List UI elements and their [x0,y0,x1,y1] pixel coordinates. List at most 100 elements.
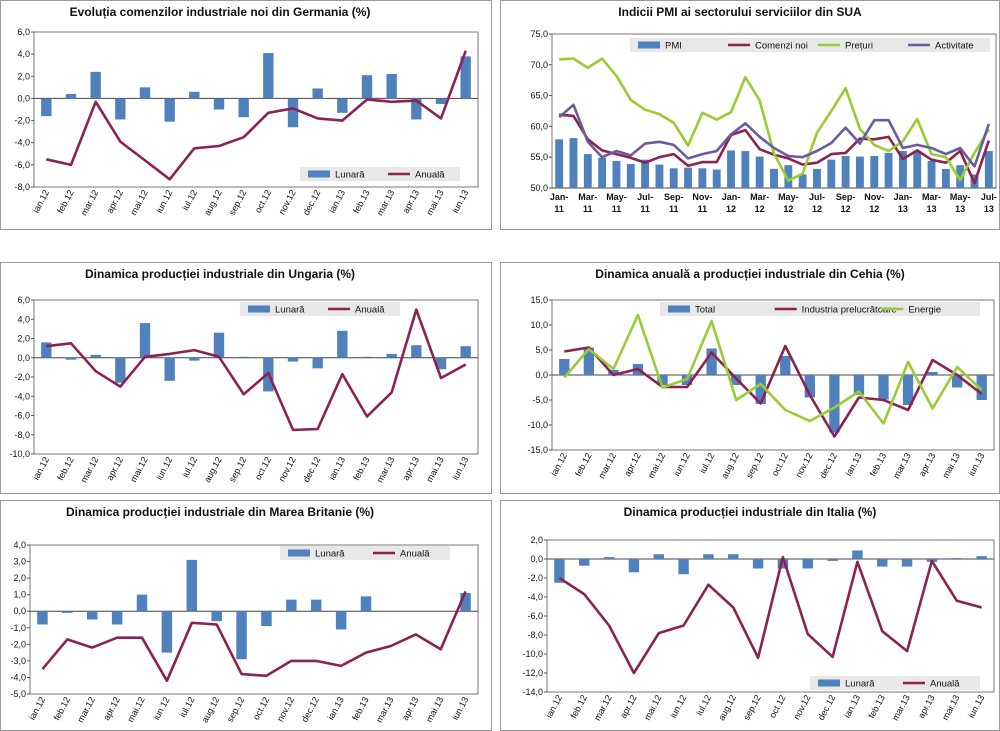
bar-hungary-7 [213,332,225,358]
chart-frame [0,262,492,494]
chart-title: Dinamica producției industriale din Ital… [624,505,877,519]
chart-panel-italy: Dinamica producției industriale din Ital… [500,500,1000,731]
legend-label: Industria prelucrătoare [802,304,897,315]
chart-title: Indicii PMI ai sectorului serviciilor di… [618,5,862,19]
legend-box [810,676,980,690]
bar-italy-16 [951,558,962,559]
bar-czech-14 [902,375,914,405]
y-tick-label: 0,0 [535,370,548,380]
bar-czech-9 [780,356,791,375]
bar-hungary-1 [65,357,77,360]
bar-germany-13 [361,75,373,99]
chart-panel-hungary: Dinamica producției industriale din Unga… [0,262,492,494]
y-tick-label: 50,0 [530,183,548,193]
line-uk-0 [41,590,467,683]
chart-panel-czech: Dinamica anuală a producției industriale… [500,262,1000,494]
x-tick-label: 13 [984,204,994,214]
bar-italy-0 [554,559,565,583]
bar-hungary-15 [411,345,422,358]
bar-usa-19 [827,159,836,188]
x-tick-label: 11 [554,204,564,214]
bar-usa-0 [555,139,564,188]
x-tick-label: Jul- [981,192,997,202]
y-tick-label: 1,0 [13,590,26,600]
legend-label: Anuală [400,548,430,559]
legend-box [630,38,990,52]
bar-usa-2 [583,154,592,188]
chart-svg: Evoluția comenzilor industriale noi din … [0,0,492,230]
bar-hungary-17 [460,346,471,358]
bar-usa-6 [641,159,650,188]
bar-usa-10 [698,168,707,188]
y-tick-label: -5,0 [532,395,548,405]
y-tick-label: 0,0 [13,606,26,616]
bar-hungary-13 [361,356,373,358]
y-tick-label: 75,0 [530,29,548,39]
bar-usa-20 [841,155,850,188]
line-germany-0 [46,50,467,181]
x-tick-label: 12 [783,204,793,214]
y-tick-label: 70,0 [530,60,548,70]
bar-italy-4 [653,554,664,559]
y-tick-label: -3,0 [10,656,26,666]
y-tick-label: 15,0 [530,295,548,305]
bar-germany-7 [213,98,225,110]
bar-germany-5 [164,98,175,122]
bar-germany-12 [337,98,348,113]
bar-usa-18 [813,168,821,188]
bar-uk-10 [286,599,297,612]
bar-usa-13 [741,151,750,188]
bar-usa-11 [712,169,721,188]
x-tick-label: Jul- [637,192,653,202]
bar-czech-0 [559,359,570,375]
bar-usa-27 [941,168,950,188]
legend-label: Lunară [845,678,875,689]
plot-area [33,31,479,188]
y-tick-label: 4,0 [17,314,30,324]
y-tick-label: -10,0 [9,449,30,459]
chart-title: Dinamica producției industriale din Unga… [85,267,355,281]
bar-usa-1 [569,138,578,188]
bar-usa-5 [626,163,635,188]
x-tick-label: 11 [640,204,650,214]
bar-hungary-0 [41,342,52,358]
y-tick-label: -8,0 [527,630,543,640]
bar-czech-6 [706,348,717,375]
chart-svg: Indicii PMI ai sectorului serviciilor di… [500,0,1000,230]
x-tick-label: Jan- [894,192,913,202]
y-tick-label: -15,0 [527,445,548,455]
legend-label: Anuală [930,678,960,689]
legend-swatch [638,41,660,49]
x-tick-label: Jul- [809,192,825,202]
y-tick-label: 10,0 [530,320,548,330]
chart-frame [500,500,1000,731]
bar-uk-3 [111,611,123,625]
y-tick-label: 0,0 [530,554,543,564]
y-tick-label: -2,0 [527,573,543,583]
bar-usa-28 [956,165,965,188]
y-tick-label: 2,0 [17,71,30,81]
bar-czech-12 [853,375,865,395]
chart-title: Evoluția comenzilor industriale noi din … [70,5,371,19]
y-tick-label: -6,0 [14,411,30,421]
x-tick-label: 13 [898,204,908,214]
bar-usa-7 [655,164,664,188]
bar-czech-11 [829,375,840,433]
x-tick-label: May- [950,192,971,202]
y-tick-label: -4,0 [10,672,26,682]
x-tick-label: 12 [812,204,822,214]
y-tick-label: -2,0 [14,372,30,382]
bar-germany-6 [189,91,200,99]
bar-usa-12 [727,150,735,188]
bar-czech-15 [927,372,938,375]
bar-germany-8 [238,98,249,118]
bar-italy-5 [678,559,689,575]
legend-label: Anuală [355,304,385,315]
y-tick-label: -8,0 [14,182,30,192]
legend-label: Total [695,304,715,315]
bar-usa-25 [913,151,922,188]
bar-uk-1 [62,611,73,613]
x-tick-label: May- [778,192,799,202]
legend-label: Anuală [415,169,445,180]
y-tick-label: 5,0 [535,345,548,355]
